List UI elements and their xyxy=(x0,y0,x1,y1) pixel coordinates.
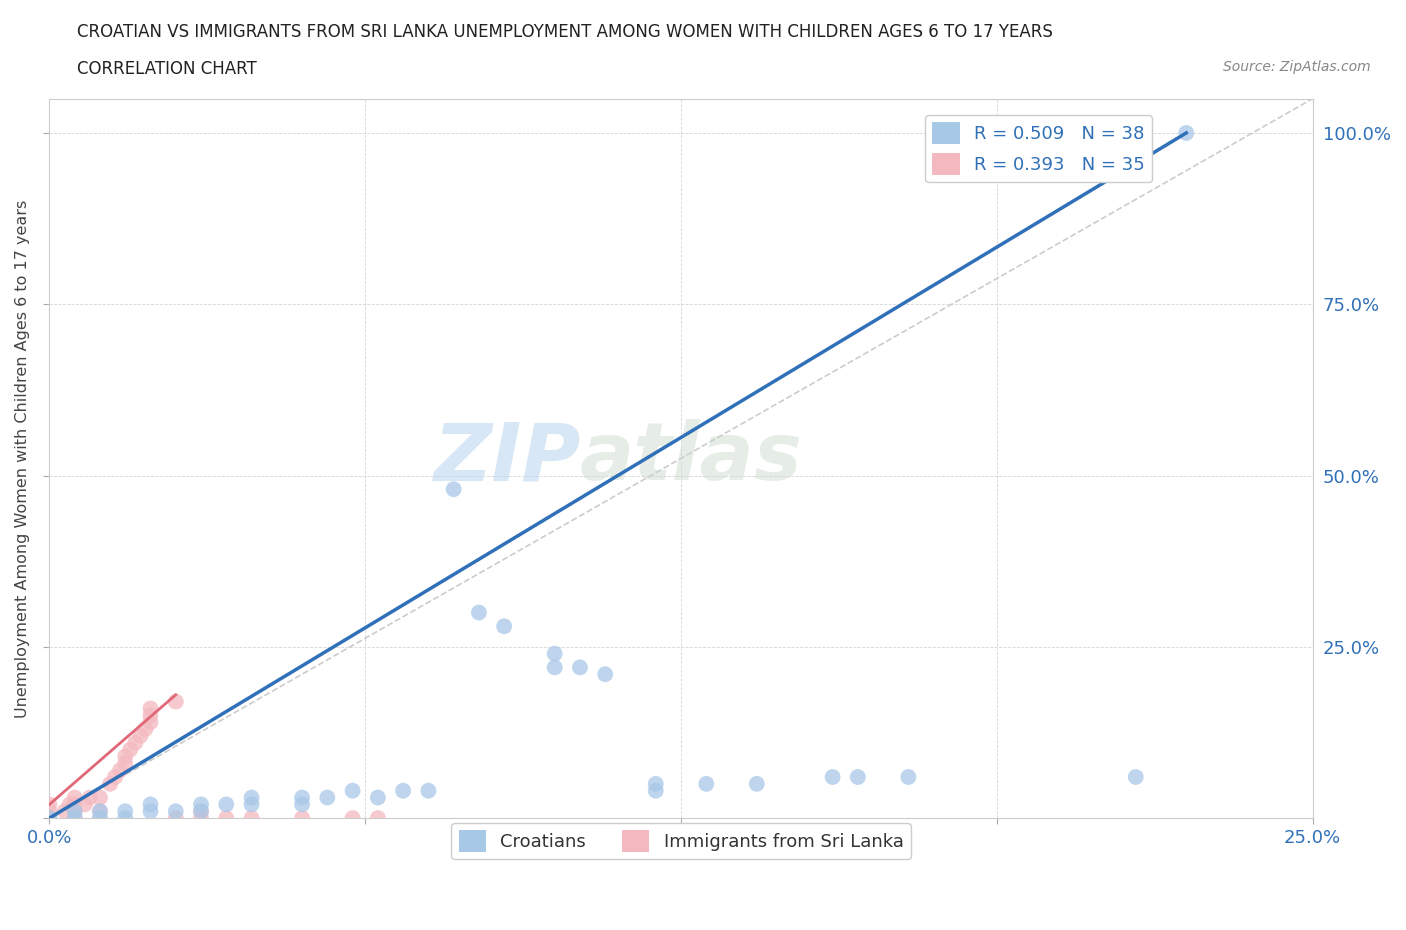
Point xyxy=(139,701,162,716)
Point xyxy=(190,811,212,826)
Point xyxy=(114,804,136,818)
Point xyxy=(418,783,440,798)
Point xyxy=(63,811,86,826)
Point xyxy=(695,777,717,791)
Point xyxy=(89,804,111,818)
Text: ZIP: ZIP xyxy=(433,419,579,498)
Point xyxy=(468,605,491,620)
Point xyxy=(114,749,136,764)
Point xyxy=(59,797,82,812)
Point xyxy=(73,797,96,812)
Point xyxy=(38,811,60,826)
Point xyxy=(89,804,111,818)
Text: Source: ZipAtlas.com: Source: ZipAtlas.com xyxy=(1223,60,1371,74)
Point xyxy=(139,804,162,818)
Point xyxy=(63,804,86,818)
Point xyxy=(190,804,212,818)
Point xyxy=(240,797,263,812)
Point xyxy=(190,804,212,818)
Point xyxy=(291,797,314,812)
Y-axis label: Unemployment Among Women with Children Ages 6 to 17 years: Unemployment Among Women with Children A… xyxy=(15,199,30,718)
Point xyxy=(291,790,314,805)
Point xyxy=(568,660,591,675)
Point xyxy=(129,728,152,743)
Point xyxy=(165,811,187,826)
Point xyxy=(745,777,768,791)
Point xyxy=(89,790,111,805)
Point xyxy=(63,790,86,805)
Point xyxy=(63,797,86,812)
Point xyxy=(89,811,111,826)
Point xyxy=(593,667,616,682)
Point xyxy=(342,783,364,798)
Legend: Croatians, Immigrants from Sri Lanka: Croatians, Immigrants from Sri Lanka xyxy=(451,823,911,859)
Point xyxy=(367,811,389,826)
Point xyxy=(139,708,162,723)
Point xyxy=(316,790,339,805)
Point xyxy=(38,811,60,826)
Point xyxy=(63,811,86,826)
Point xyxy=(1175,126,1198,140)
Point xyxy=(165,694,187,709)
Point xyxy=(392,783,415,798)
Point xyxy=(139,797,162,812)
Point xyxy=(190,797,212,812)
Point xyxy=(38,797,60,812)
Text: atlas: atlas xyxy=(579,419,803,498)
Point xyxy=(240,790,263,805)
Point xyxy=(114,756,136,771)
Point xyxy=(79,790,101,805)
Point xyxy=(291,811,314,826)
Point xyxy=(544,646,567,661)
Point xyxy=(240,811,263,826)
Point xyxy=(134,722,156,737)
Text: CORRELATION CHART: CORRELATION CHART xyxy=(77,60,257,78)
Point xyxy=(443,482,465,497)
Point xyxy=(38,804,60,818)
Point xyxy=(104,769,127,784)
Point xyxy=(644,783,666,798)
Point xyxy=(53,804,76,818)
Point xyxy=(846,769,869,784)
Point xyxy=(544,660,567,675)
Point xyxy=(367,790,389,805)
Point xyxy=(342,811,364,826)
Point xyxy=(1125,769,1147,784)
Point xyxy=(108,763,131,777)
Point xyxy=(124,736,146,751)
Text: CROATIAN VS IMMIGRANTS FROM SRI LANKA UNEMPLOYMENT AMONG WOMEN WITH CHILDREN AGE: CROATIAN VS IMMIGRANTS FROM SRI LANKA UN… xyxy=(77,23,1053,41)
Point xyxy=(215,797,238,812)
Point xyxy=(114,811,136,826)
Point xyxy=(165,804,187,818)
Point xyxy=(98,777,121,791)
Point xyxy=(139,715,162,730)
Point xyxy=(89,811,111,826)
Point xyxy=(494,618,516,633)
Point xyxy=(897,769,920,784)
Point xyxy=(63,804,86,818)
Point xyxy=(821,769,844,784)
Point xyxy=(120,742,142,757)
Point xyxy=(644,777,666,791)
Point xyxy=(215,811,238,826)
